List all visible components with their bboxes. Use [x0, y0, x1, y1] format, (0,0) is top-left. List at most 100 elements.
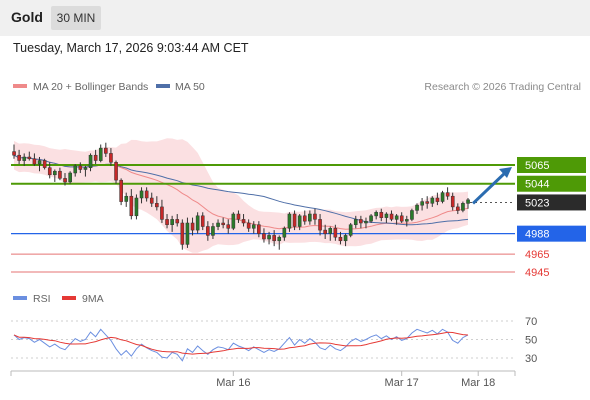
candle [98, 144, 103, 163]
candle [200, 212, 205, 231]
candle [246, 219, 251, 232]
candle-body [359, 219, 363, 224]
rsi-tick-label-30: 30 [525, 353, 537, 365]
candle [389, 210, 394, 222]
candle [17, 149, 21, 165]
candle-body [343, 235, 348, 242]
candle-body [83, 167, 88, 170]
candle-body [466, 199, 470, 204]
candle-body [333, 228, 338, 238]
candle [195, 212, 200, 234]
candle [180, 219, 185, 250]
level-label-4988: 4988 [525, 229, 549, 241]
candle-body [190, 222, 195, 231]
candle-body [445, 192, 450, 197]
x-tick-label-2: Mar 18 [461, 377, 495, 389]
candle [282, 226, 287, 241]
timeframe-badge[interactable]: 30 MIN [51, 6, 101, 30]
candle [251, 221, 256, 234]
candle-body [216, 222, 220, 227]
candle-body [348, 224, 353, 236]
candle-body [379, 212, 384, 218]
candle [318, 214, 322, 236]
candle [241, 214, 246, 227]
candle [425, 196, 430, 209]
candle-body [206, 226, 210, 236]
candle [211, 222, 215, 240]
candle [42, 158, 47, 170]
candle [88, 153, 93, 172]
candle [364, 217, 368, 229]
candle-body [328, 228, 333, 234]
candle-body [47, 167, 52, 176]
candle-body [318, 219, 322, 231]
candle [53, 169, 57, 182]
candle-body [53, 170, 57, 176]
candle-body [262, 233, 266, 240]
candle-body [282, 228, 287, 238]
candle-body [93, 154, 98, 161]
candle-body [267, 235, 271, 240]
forecast-arrow-shaft [471, 169, 509, 205]
candle-body [364, 220, 368, 224]
candle [267, 231, 271, 245]
rsi-grid: 70 50 30 [11, 316, 537, 365]
candle-body [68, 172, 72, 183]
candle [114, 160, 118, 184]
candle-body [246, 222, 251, 229]
rsi-legend-swatch [13, 296, 27, 300]
candle [109, 148, 113, 166]
candle-body [425, 201, 430, 204]
candle-body [119, 179, 123, 202]
candle [379, 208, 384, 222]
candle [68, 171, 72, 184]
candle [190, 217, 195, 236]
candle-body [226, 224, 231, 229]
candle [461, 201, 465, 213]
level-label-5044: 5044 [525, 179, 549, 191]
candle-body [236, 213, 241, 220]
level-label-4965: 4965 [525, 249, 549, 261]
candle-body [461, 203, 465, 211]
candle [456, 203, 460, 215]
rsi-ma-legend-swatch [62, 296, 76, 300]
candle-body [251, 224, 256, 229]
candle [333, 224, 338, 241]
candle-body [73, 165, 78, 174]
candle-body [109, 153, 113, 163]
candle-body [195, 215, 200, 231]
candle [12, 144, 16, 159]
candle [359, 215, 363, 229]
candle [440, 190, 445, 204]
candle-body [420, 201, 424, 206]
candle-body [37, 160, 42, 165]
candle-body [155, 203, 159, 208]
candle-body [12, 151, 16, 156]
candle [221, 217, 225, 229]
candle [155, 196, 159, 211]
rsi-lines [13, 328, 469, 362]
candle-body [323, 229, 327, 234]
datetime-label: Tuesday, March 17, 2026 9:03:44 AM CET [13, 41, 249, 55]
candle [47, 162, 52, 179]
candle-body [456, 206, 460, 211]
candle [430, 196, 435, 207]
rsi-line [13, 328, 469, 362]
candle-body [394, 215, 399, 220]
candle [37, 156, 42, 172]
candle-body [104, 147, 108, 154]
forecast-arrow [471, 167, 512, 205]
candle-body [338, 236, 343, 242]
level-badge-5065 [517, 157, 586, 173]
candle-body [430, 197, 435, 204]
candle [450, 192, 455, 211]
candle-body [313, 213, 317, 220]
candle [32, 153, 37, 166]
candle-body [129, 195, 134, 217]
candle-body [134, 197, 139, 217]
candle [206, 221, 210, 241]
candle [410, 208, 414, 222]
x-axis-labels: Mar 16 Mar 17 Mar 18 [216, 371, 495, 389]
candles [12, 142, 470, 250]
